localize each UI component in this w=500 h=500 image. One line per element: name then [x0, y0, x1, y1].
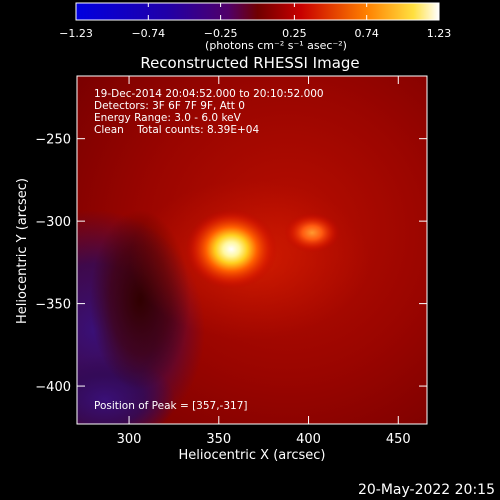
colorbar-tick-label: −1.23 [59, 27, 93, 40]
colorbar-tick-label: 1.23 [427, 27, 452, 40]
colorbar-tick-label: −0.74 [131, 27, 165, 40]
chart-title: Reconstructed RHESSI Image [140, 54, 359, 72]
source-main [185, 209, 278, 290]
annotation-energy-range: Energy Range: 3.0 - 6.0 keV [94, 112, 242, 124]
colorbar-tick-label: 0.25 [282, 27, 307, 40]
annotation-detectors: Detectors: 3F 6F 7F 9F, Att 0 [94, 100, 245, 112]
annotation-time-range: 19-Dec-2014 20:04:52.000 to 20:10:52.000 [94, 88, 324, 100]
y-tick-label: −400 [35, 380, 71, 395]
colorbar-unit-label: (photons cm⁻² s⁻¹ asec⁻²) [205, 39, 347, 52]
colorbar [75, 2, 440, 21]
x-axis-label: Heliocentric X (arcsec) [179, 448, 326, 463]
y-axis: −250 −300 −350 −400 [35, 133, 427, 395]
y-tick-label: −250 [35, 133, 71, 148]
source-secondary [284, 212, 341, 253]
colorbar-tick-label: 0.74 [354, 27, 379, 40]
heatmap-image [77, 76, 427, 424]
x-tick-label: 400 [296, 432, 321, 447]
y-axis-label: Heliocentric Y (arcsec) [15, 178, 30, 324]
x-tick-label: 300 [117, 432, 142, 447]
x-axis: 300 350 400 450 [117, 76, 411, 447]
annotation-peak-position: Position of Peak = [357,-317] [94, 400, 248, 412]
sources-layer [185, 209, 341, 290]
x-tick-label: 450 [386, 432, 411, 447]
plot-frame [76, 75, 428, 425]
x-tick-label: 350 [206, 432, 231, 447]
y-tick-label: −300 [35, 215, 71, 230]
y-tick-label: −350 [35, 298, 71, 313]
annotation-clean-counts: Clean Total counts: 8.39E+04 [94, 124, 259, 136]
footer-date: 20-May-2022 20:15 [358, 482, 495, 498]
colorbar-ticks: −1.23 −0.74 −0.25 0.25 0.74 1.23 [59, 3, 451, 40]
colorbar-tick-label: −0.25 [204, 27, 238, 40]
